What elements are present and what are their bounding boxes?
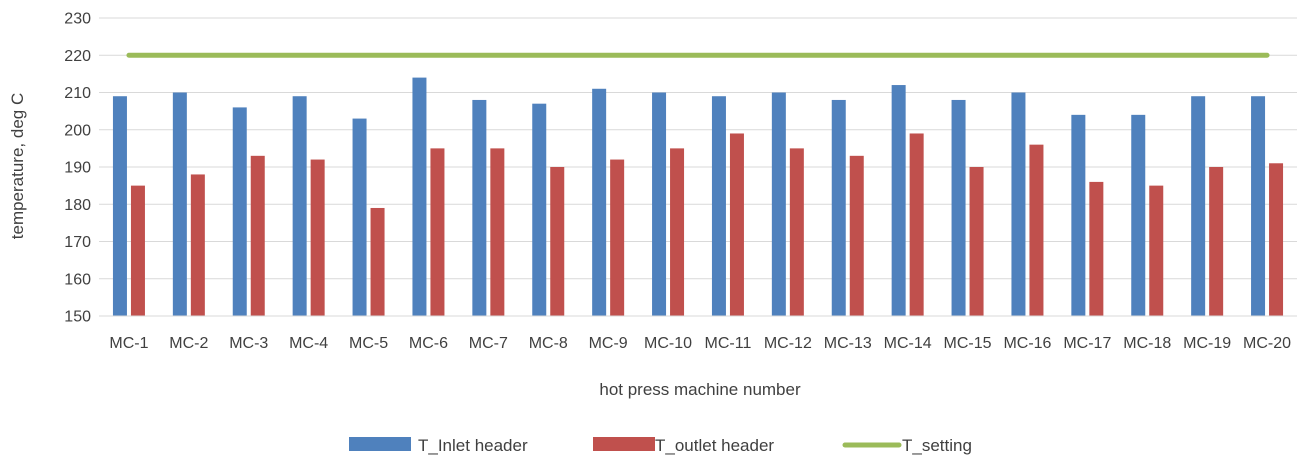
outlet-bar-MC-14: [909, 133, 924, 316]
x-axis-title: hot press machine number: [599, 380, 801, 399]
legend-swatch-1: [593, 437, 655, 451]
outlet-bar-MC-18: [1149, 185, 1164, 316]
legend-label-2: T_setting: [902, 436, 972, 455]
outlet-bar-MC-13: [849, 155, 864, 316]
y-tick-label: 170: [64, 234, 91, 251]
inlet-bar-MC-13: [831, 99, 846, 316]
gridlines: [99, 17, 1297, 317]
x-tick-label: MC-15: [944, 335, 992, 352]
x-tick-label: MC-4: [289, 335, 328, 352]
inlet-bar-MC-18: [1131, 114, 1146, 316]
x-tick-label: MC-11: [705, 335, 752, 352]
outlet-bar-MC-17: [1089, 181, 1104, 316]
x-tick-label: MC-6: [409, 335, 448, 352]
y-tick-label: 160: [64, 271, 91, 288]
outlet-bar-MC-19: [1209, 167, 1224, 316]
x-tick-label: MC-12: [764, 335, 812, 352]
y-tick-label: 180: [64, 197, 91, 214]
y-axis-ticks: 150 160 170 180 190 200 210 220 230: [64, 11, 91, 326]
legend-label-0: T_Inlet header: [418, 436, 528, 455]
x-tick-label: MC-13: [824, 335, 872, 352]
x-tick-label: MC-14: [884, 335, 932, 352]
x-tick-label: MC-3: [229, 335, 268, 352]
y-tick-label: 200: [64, 122, 91, 139]
legend: T_Inlet header T_outlet header T_setting: [349, 436, 972, 455]
outlet-bar-MC-15: [969, 167, 984, 316]
legend-swatch-0: [349, 437, 411, 451]
inlet-bar-MC-14: [891, 85, 906, 316]
outlet-bar-MC-20: [1269, 163, 1284, 316]
inlet-bar-MC-4: [292, 96, 307, 316]
inlet-bar-MC-11: [711, 96, 726, 316]
inlet-bar-MC-5: [352, 118, 367, 316]
inlet-bar-MC-7: [472, 99, 487, 316]
inlet-bar-MC-17: [1071, 114, 1086, 316]
inlet-bar-MC-16: [1011, 92, 1026, 316]
outlet-bar-MC-11: [729, 133, 744, 316]
inlet-bar-MC-12: [771, 92, 786, 316]
y-tick-label: 150: [64, 309, 91, 326]
x-tick-label: MC-16: [1003, 335, 1051, 352]
inlet-bar-MC-15: [951, 99, 966, 316]
outlet-bar-MC-9: [610, 159, 625, 316]
bars: [112, 77, 1284, 317]
outlet-bar-MC-4: [310, 159, 325, 316]
outlet-bar-MC-2: [190, 174, 205, 316]
inlet-bar-MC-8: [532, 103, 547, 316]
x-tick-label: MC-19: [1183, 335, 1231, 352]
inlet-bar-MC-9: [592, 88, 607, 317]
outlet-bar-MC-12: [789, 148, 804, 316]
outlet-bar-MC-7: [490, 148, 505, 316]
y-tick-label: 210: [64, 85, 91, 102]
outlet-bar-MC-1: [130, 185, 145, 316]
x-tick-label: MC-1: [109, 335, 148, 352]
x-tick-label: MC-17: [1063, 335, 1111, 352]
x-tick-label: MC-2: [169, 335, 208, 352]
inlet-bar-MC-10: [652, 92, 667, 316]
x-tick-label: MC-20: [1243, 335, 1291, 352]
inlet-bar-MC-2: [172, 92, 187, 316]
x-tick-label: MC-18: [1123, 335, 1171, 352]
outlet-bar-MC-5: [370, 207, 385, 316]
y-tick-label: 190: [64, 160, 91, 177]
x-tick-label: MC-7: [469, 335, 508, 352]
outlet-bar-MC-3: [250, 155, 265, 316]
inlet-bar-MC-1: [112, 96, 127, 316]
inlet-bar-MC-20: [1251, 96, 1266, 316]
outlet-bar-MC-10: [670, 148, 685, 316]
x-axis-ticks: MC-1 MC-2 MC-3 MC-4 MC-5 MC-6 MC-7 MC-8 MC-9 MC-1…: [99, 315, 1297, 352]
inlet-bar-MC-6: [412, 77, 427, 316]
inlet-bar-MC-3: [232, 107, 247, 317]
outlet-bar-MC-8: [550, 167, 565, 316]
x-tick-label: MC-5: [349, 335, 388, 352]
y-axis-title: temperature, deg C: [8, 93, 27, 239]
x-tick-label: MC-8: [529, 335, 568, 352]
x-tick-label: MC-10: [644, 335, 692, 352]
y-tick-label: 220: [64, 48, 91, 65]
outlet-bar-MC-16: [1029, 144, 1044, 316]
outlet-bar-MC-6: [430, 148, 445, 316]
inlet-bar-MC-19: [1191, 96, 1206, 316]
legend-label-1: T_outlet header: [655, 436, 774, 455]
y-tick-label: 230: [64, 11, 91, 28]
x-tick-label: MC-9: [589, 335, 628, 352]
